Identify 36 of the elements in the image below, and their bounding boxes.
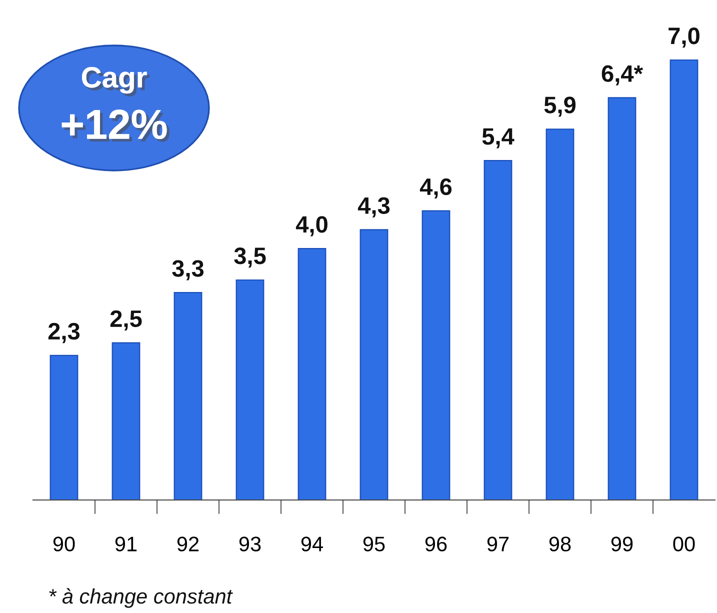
data-label: 3,5 bbox=[234, 248, 266, 268]
bar bbox=[50, 354, 78, 500]
x-tick-label: 99 bbox=[611, 536, 633, 552]
data-label: 4,6 bbox=[420, 178, 452, 199]
annotation: Cagr bbox=[82, 67, 150, 96]
data-label: 2,3 bbox=[48, 322, 80, 344]
bar bbox=[484, 160, 512, 500]
annotation: +12% bbox=[62, 110, 170, 142]
bar bbox=[670, 59, 698, 500]
bar bbox=[298, 248, 326, 500]
bar bbox=[608, 97, 636, 500]
text: * à change constant bbox=[49, 588, 233, 608]
bar bbox=[112, 342, 140, 500]
x-tick-label: 90 bbox=[53, 536, 75, 552]
data-label: 2,5 bbox=[110, 310, 142, 331]
data-label: 4,3 bbox=[358, 197, 390, 218]
data-label: 3,3 bbox=[172, 260, 204, 280]
x-tick-label: 91 bbox=[115, 536, 137, 552]
x-tick-label: 97 bbox=[487, 536, 509, 552]
bar bbox=[360, 229, 388, 500]
x-tick-label: 96 bbox=[425, 536, 447, 552]
bar bbox=[236, 279, 264, 500]
bar bbox=[546, 128, 574, 500]
data-label: 6,4* bbox=[602, 65, 643, 86]
x-tick-label: 92 bbox=[177, 536, 199, 552]
x-tick-label: 00 bbox=[673, 536, 695, 552]
x-tick-label: 94 bbox=[301, 536, 323, 552]
data-label: 5,4 bbox=[482, 128, 514, 148]
data-label: 7,0 bbox=[668, 28, 700, 48]
bar bbox=[422, 210, 450, 500]
data-label: 5,9 bbox=[544, 96, 576, 117]
data-label: 4,0 bbox=[296, 216, 328, 236]
x-tick-label: 98 bbox=[549, 536, 571, 552]
bar bbox=[174, 292, 202, 500]
x-tick-label: 95 bbox=[363, 536, 385, 552]
x-tick-label: 93 bbox=[239, 536, 261, 552]
